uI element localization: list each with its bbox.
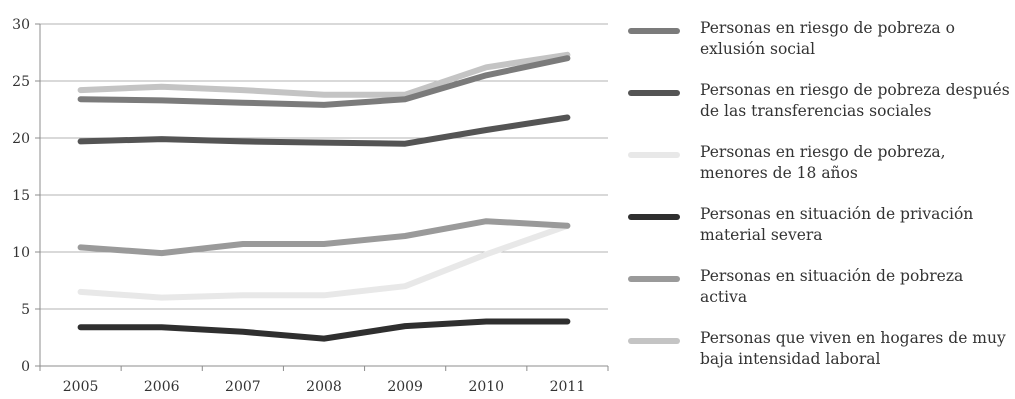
series-lines [77,51,571,342]
x-tick-label: 2009 [387,379,423,395]
x-tick-label: 2008 [306,379,342,395]
legend-label: Personas en riesgo de pobreza, menores d… [700,143,946,182]
x-axis-ticks: 2005 2006 2007 2008 2009 2010 2011 [39,366,609,395]
y-tick-label: 10 [12,245,30,261]
legend-item-6: Personas que viven en hogares de muy baj… [620,328,1015,390]
x-tick-label: 2006 [144,379,180,395]
y-axis-ticks: 0 5 10 15 20 25 30 [12,17,40,375]
x-tick-label: 2011 [550,379,586,395]
legend-swatch [628,152,680,158]
legend-swatch [628,276,680,282]
legend-swatch [628,338,680,344]
y-tick-label: 5 [21,302,30,318]
series-line-2 [77,114,571,147]
legend-label: Personas en riesgo de pobreza o exlusión… [700,19,955,58]
legend-item-1: Personas en riesgo de pobreza o exlusión… [620,18,1015,80]
x-tick-label: 2005 [63,379,99,395]
line-chart: 0 5 10 15 20 25 30 2005 2006 2007 2008 2009 2010 201… [12,17,609,395]
y-tick-label: 25 [12,74,30,90]
series-line-1 [77,55,571,108]
series-line-6 [77,51,571,98]
legend-item-2: Personas en riesgo de pobreza después de… [620,80,1015,142]
y-tick-label: 15 [12,188,30,204]
legend-label: Personas que viven en hogares de muy baj… [700,329,1006,368]
series-line-5 [77,218,571,257]
legend-swatch [628,90,680,96]
y-tick-label: 20 [12,131,30,147]
x-tick-label: 2010 [468,379,504,395]
legend-item-4: Personas en situación de privación mater… [620,204,1015,266]
y-tick-label: 0 [21,359,30,375]
series-line-3 [77,222,571,301]
legend: Personas en riesgo de pobreza o exlusión… [620,18,1015,390]
legend-swatch [628,28,680,34]
legend-label: Personas en situación de privación mater… [700,205,974,244]
legend-item-5: Personas en situación de pobreza activa [620,266,1015,328]
y-tick-label: 30 [12,17,30,33]
legend-label: Personas en situación de pobreza activa [700,267,964,306]
legend-label: Personas en riesgo de pobreza después de… [700,81,1010,120]
legend-item-3: Personas en riesgo de pobreza, menores d… [620,142,1015,204]
legend-swatch [628,214,680,220]
series-line-4 [77,318,571,342]
x-tick-label: 2007 [225,379,261,395]
